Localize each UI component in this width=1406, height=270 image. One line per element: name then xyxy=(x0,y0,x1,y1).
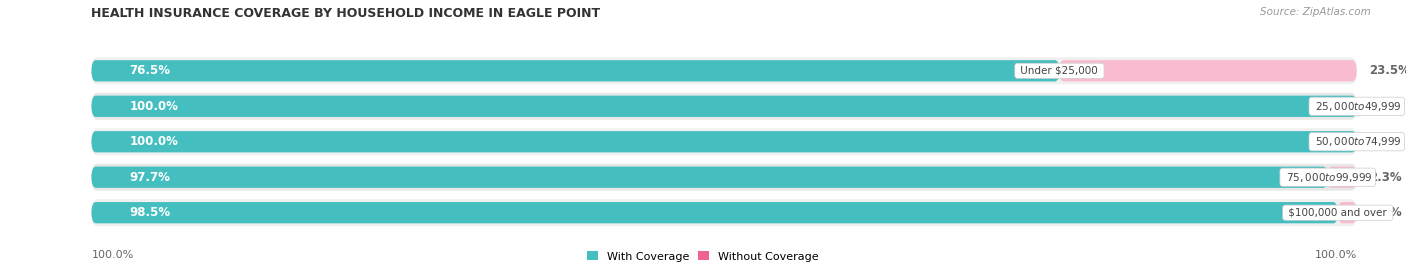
FancyBboxPatch shape xyxy=(1060,60,1357,82)
Text: 23.5%: 23.5% xyxy=(1369,64,1406,77)
Text: 76.5%: 76.5% xyxy=(129,64,170,77)
Text: Under $25,000: Under $25,000 xyxy=(1018,66,1101,76)
FancyBboxPatch shape xyxy=(91,57,1357,84)
Text: $75,000 to $99,999: $75,000 to $99,999 xyxy=(1282,171,1372,184)
Text: 100.0%: 100.0% xyxy=(129,100,179,113)
Legend: With Coverage, Without Coverage: With Coverage, Without Coverage xyxy=(588,251,818,262)
FancyBboxPatch shape xyxy=(91,128,1357,155)
FancyBboxPatch shape xyxy=(91,167,1327,188)
Text: $25,000 to $49,999: $25,000 to $49,999 xyxy=(1312,100,1402,113)
FancyBboxPatch shape xyxy=(91,96,1357,117)
FancyBboxPatch shape xyxy=(91,164,1357,191)
FancyBboxPatch shape xyxy=(91,202,1339,223)
FancyBboxPatch shape xyxy=(91,199,1357,226)
Text: $100,000 and over: $100,000 and over xyxy=(1285,208,1391,218)
Text: 97.7%: 97.7% xyxy=(129,171,170,184)
FancyBboxPatch shape xyxy=(91,93,1357,120)
Text: 100.0%: 100.0% xyxy=(129,135,179,148)
Text: 1.5%: 1.5% xyxy=(1369,206,1402,219)
FancyBboxPatch shape xyxy=(1327,167,1357,188)
Text: 100.0%: 100.0% xyxy=(1315,250,1357,260)
Text: 2.3%: 2.3% xyxy=(1369,171,1402,184)
Text: Source: ZipAtlas.com: Source: ZipAtlas.com xyxy=(1260,7,1371,17)
FancyBboxPatch shape xyxy=(91,60,1060,82)
Text: $50,000 to $74,999: $50,000 to $74,999 xyxy=(1312,135,1402,148)
FancyBboxPatch shape xyxy=(91,131,1357,152)
FancyBboxPatch shape xyxy=(1339,202,1357,223)
Text: HEALTH INSURANCE COVERAGE BY HOUSEHOLD INCOME IN EAGLE POINT: HEALTH INSURANCE COVERAGE BY HOUSEHOLD I… xyxy=(91,7,600,20)
Text: 98.5%: 98.5% xyxy=(129,206,170,219)
Text: 100.0%: 100.0% xyxy=(91,250,134,260)
